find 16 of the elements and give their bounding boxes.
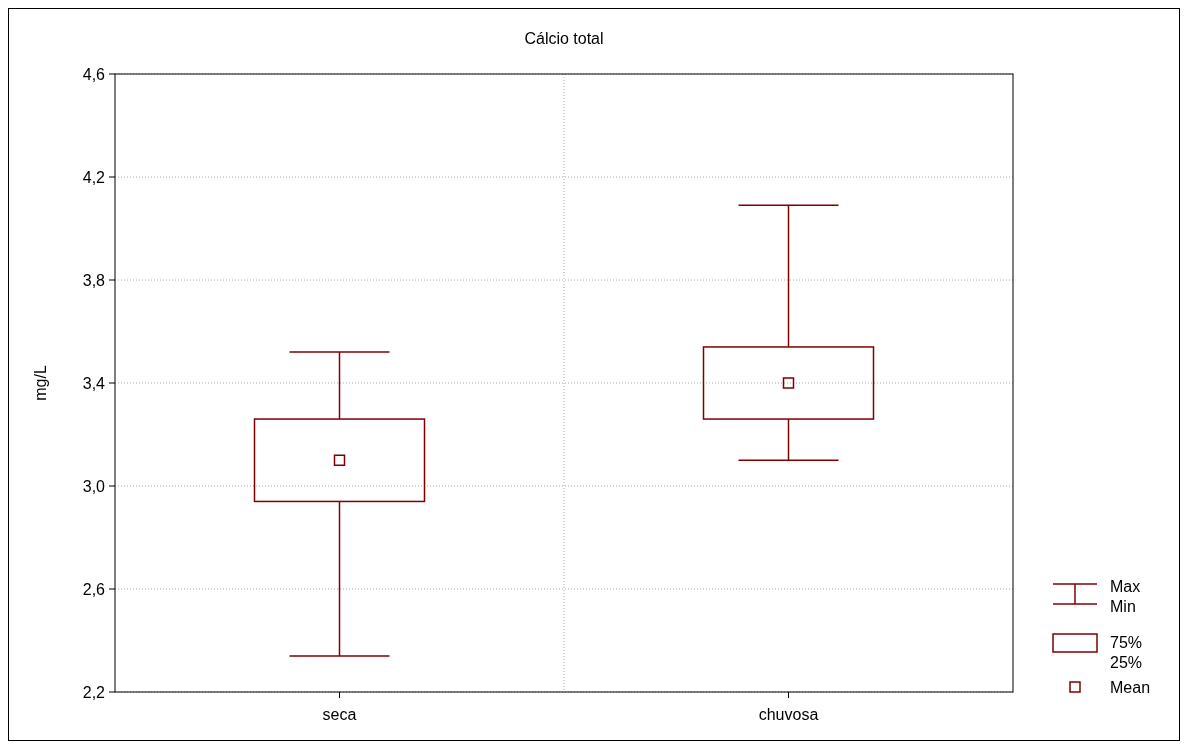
y-tick-label: 4,6: [82, 65, 106, 83]
y-tick-label: 2,6: [82, 580, 106, 598]
x-tick-label: chuvosa: [758, 706, 819, 723]
text: Min: [1110, 598, 1136, 615]
text: 75%: [1110, 634, 1143, 651]
x-tick-label: seca: [322, 706, 357, 723]
text: Mean: [1110, 679, 1151, 696]
y-tick-label: 2,2: [82, 683, 106, 701]
y-tick-label: 3,4: [82, 374, 106, 392]
y-axis-title: mg/L: [32, 365, 49, 401]
text: Max: [1110, 578, 1141, 595]
chart-title: Cálcio total: [524, 30, 604, 47]
y-tick-label: 4,2: [82, 168, 106, 186]
y-tick-label: 3,8: [82, 271, 106, 289]
y-tick-label: 3,0: [82, 477, 106, 495]
text: 25%: [1110, 654, 1143, 671]
